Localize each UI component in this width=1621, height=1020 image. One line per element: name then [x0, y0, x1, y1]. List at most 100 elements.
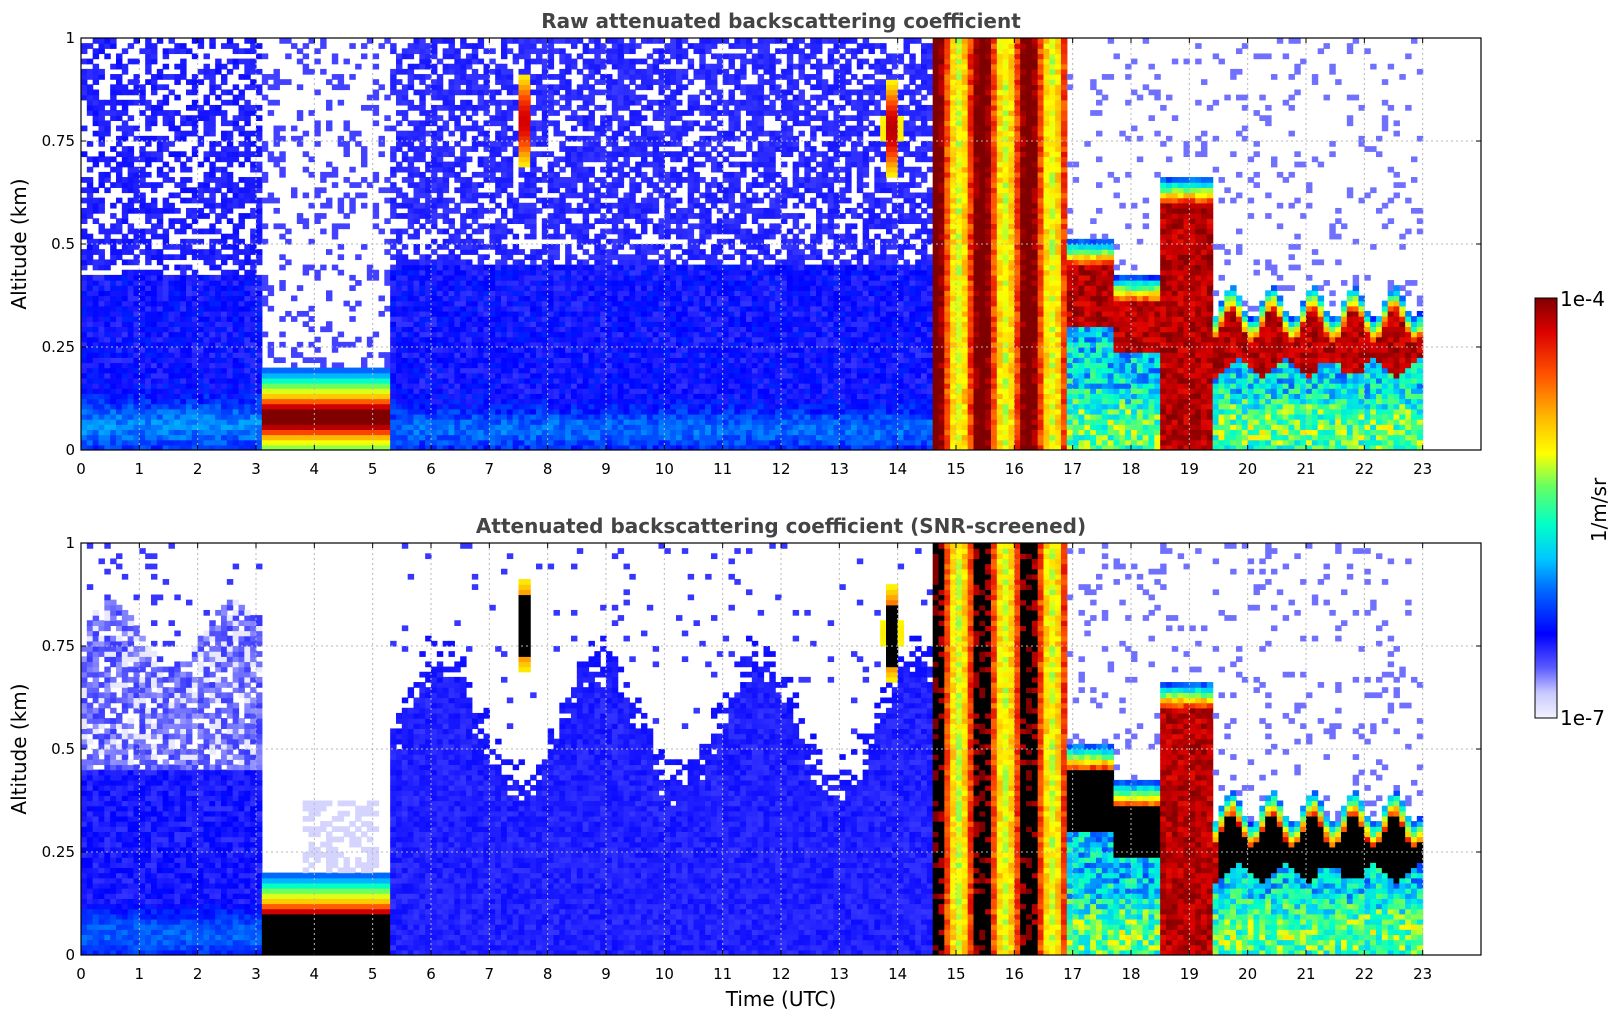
heatmap-cell	[127, 305, 135, 312]
heatmap-cell	[232, 393, 240, 400]
heatmap-cell	[256, 187, 263, 194]
heatmap-cell	[600, 104, 607, 111]
heatmap-cell	[606, 383, 613, 389]
heatmap-cell	[331, 439, 339, 446]
heatmap-cell	[180, 377, 187, 384]
heatmap-cell	[81, 326, 88, 333]
heatmap-cell	[483, 305, 490, 312]
heatmap-cell	[396, 352, 403, 358]
heatmap-cell	[273, 429, 280, 436]
heatmap-cell	[565, 439, 572, 446]
heatmap-cell	[471, 429, 479, 436]
heatmap-cell	[582, 104, 590, 111]
heatmap-cell	[390, 166, 397, 173]
heatmap-cell	[559, 295, 566, 302]
heatmap-cell	[110, 156, 117, 163]
heatmap-cell	[431, 347, 438, 353]
heatmap-cell	[541, 285, 549, 291]
heatmap-cell	[541, 228, 549, 235]
heatmap-cell	[145, 259, 152, 266]
heatmap-cell	[180, 58, 187, 65]
heatmap-cell	[436, 94, 444, 101]
heatmap-cell	[454, 290, 461, 297]
heatmap-cell	[471, 43, 479, 49]
heatmap-cell	[232, 331, 240, 338]
heatmap-cell	[617, 274, 625, 281]
heatmap-cell	[145, 285, 152, 291]
heatmap-cell	[401, 130, 409, 137]
heatmap-cell	[401, 48, 409, 55]
heatmap-cell	[221, 357, 228, 364]
heatmap-cell	[127, 316, 135, 322]
heatmap-cell	[594, 104, 601, 111]
heatmap-cell	[191, 207, 199, 214]
heatmap-cell	[110, 372, 117, 379]
heatmap-cell	[629, 362, 636, 369]
heatmap-cell	[512, 434, 520, 441]
heatmap-cell	[291, 424, 298, 430]
heatmap-cell	[518, 202, 525, 209]
heatmap-cell	[396, 99, 403, 106]
heatmap-cell	[215, 393, 222, 400]
heatmap-cell	[448, 269, 455, 276]
heatmap-cell	[337, 434, 345, 441]
heatmap-cell	[401, 259, 409, 266]
heatmap-cell	[133, 290, 140, 297]
heatmap-cell	[267, 403, 275, 410]
heatmap-cell	[151, 254, 158, 261]
heatmap-cell	[623, 238, 630, 245]
heatmap-cell	[273, 408, 280, 425]
heatmap-cell	[396, 419, 403, 425]
heatmap-cell	[308, 388, 315, 394]
heatmap-cell	[559, 94, 566, 101]
heatmap-cell	[86, 305, 94, 312]
heatmap-cell	[331, 367, 339, 374]
heatmap-cell	[285, 383, 292, 389]
heatmap-cell	[559, 285, 566, 291]
heatmap-cell	[337, 372, 345, 379]
heatmap-cell	[571, 63, 578, 70]
heatmap-cell	[145, 68, 152, 75]
heatmap-cell	[541, 393, 549, 400]
heatmap-cell	[279, 377, 286, 384]
heatmap-cell	[565, 398, 572, 405]
heatmap-cell	[541, 63, 549, 70]
heatmap-cell	[600, 372, 607, 379]
heatmap-cell	[582, 197, 590, 204]
heatmap-cell	[582, 388, 590, 394]
heatmap-cell	[151, 300, 158, 307]
heatmap-cell	[454, 171, 461, 178]
heatmap-cell	[273, 444, 280, 450]
heatmap-cell	[518, 357, 525, 364]
heatmap-cell	[238, 274, 245, 281]
heatmap-cell	[501, 295, 508, 302]
heatmap-cell	[565, 326, 572, 333]
heatmap-cell	[541, 151, 549, 158]
heatmap-cell	[244, 316, 251, 322]
heatmap-cell	[121, 357, 129, 364]
heatmap-cell	[110, 285, 117, 291]
heatmap-cell	[407, 367, 415, 374]
heatmap-cell	[261, 434, 269, 441]
heatmap-cell	[606, 254, 613, 261]
heatmap-cell	[541, 269, 549, 276]
heatmap-cell	[559, 316, 566, 322]
heatmap-cell	[162, 336, 170, 343]
heatmap-cell	[209, 388, 216, 394]
heatmap-cell	[145, 99, 152, 106]
heatmap-cell	[530, 347, 537, 353]
heatmap-cell	[174, 207, 181, 214]
heatmap-cell	[530, 419, 537, 425]
heatmap-cell	[471, 444, 479, 450]
heatmap-cell	[92, 259, 100, 266]
heatmap-cell	[489, 377, 496, 384]
heatmap-cell	[407, 326, 415, 333]
heatmap-cell	[244, 305, 251, 312]
heatmap-cell	[536, 264, 543, 271]
heatmap-cell	[431, 146, 438, 152]
heatmap-cell	[384, 424, 391, 430]
heatmap-cell	[576, 393, 584, 400]
heatmap-cell	[576, 413, 584, 420]
heatmap-cell	[116, 413, 123, 420]
heatmap-cell	[226, 419, 234, 425]
